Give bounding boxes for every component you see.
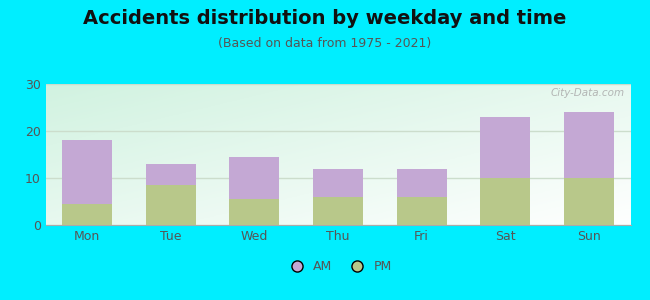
Bar [229, 157, 280, 199]
Bar [564, 112, 614, 178]
Legend: AM, PM: AM, PM [280, 255, 396, 278]
Bar [62, 204, 112, 225]
Text: Accidents distribution by weekday and time: Accidents distribution by weekday and ti… [83, 9, 567, 28]
Text: (Based on data from 1975 - 2021): (Based on data from 1975 - 2021) [218, 38, 432, 50]
Bar [313, 197, 363, 225]
Bar [146, 164, 196, 185]
Bar [62, 140, 112, 204]
Bar [480, 117, 530, 178]
Bar [146, 185, 196, 225]
Bar [396, 169, 447, 197]
Bar [480, 178, 530, 225]
Bar [564, 178, 614, 225]
Bar [229, 199, 280, 225]
Bar [396, 197, 447, 225]
Text: City-Data.com: City-Data.com [551, 88, 625, 98]
Bar [313, 169, 363, 197]
